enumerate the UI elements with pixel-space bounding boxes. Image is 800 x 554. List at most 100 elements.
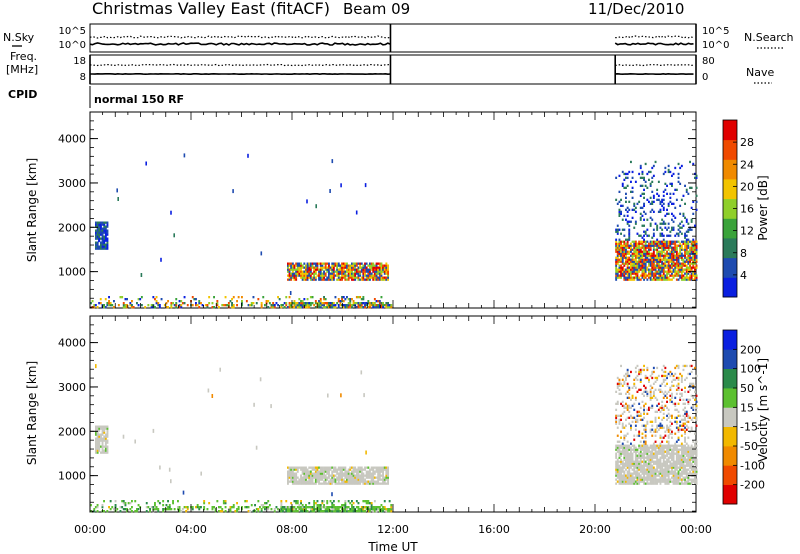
- heatmap-cell: [656, 464, 659, 467]
- heatmap-cell: [628, 244, 631, 247]
- heatmap-cell: [387, 268, 389, 271]
- heatmap-cell: [641, 276, 644, 279]
- heatmap-cell: [296, 302, 299, 305]
- y-tick-label: 1000: [58, 266, 86, 279]
- heatmap-cell: [674, 408, 677, 411]
- heatmap-cell: [618, 190, 621, 193]
- heatmap-cell: [106, 429, 109, 432]
- heatmap-cell: [657, 388, 660, 391]
- heatmap-cell: [679, 246, 682, 249]
- heatmap-cell: [630, 478, 632, 481]
- heatmap-cell: [639, 258, 642, 261]
- heatmap-cell: [360, 468, 363, 471]
- heatmap-cell: [152, 296, 155, 299]
- heatmap-cell: [661, 476, 664, 479]
- heatmap-cell: [354, 262, 357, 265]
- heatmap-cell: [267, 500, 270, 503]
- heatmap-cell: [318, 478, 320, 481]
- heatmap-cell: [615, 460, 618, 463]
- heatmap-cell: [334, 264, 337, 267]
- heatmap-cell: [661, 474, 664, 477]
- noise-tick-right-bottom: 10^0: [702, 40, 729, 51]
- heatmap-cell: [626, 214, 629, 217]
- heatmap-cell: [666, 444, 668, 447]
- heatmap-cell: [354, 302, 357, 305]
- heatmap-cell: [664, 394, 667, 397]
- heatmap-cell: [680, 240, 683, 243]
- heatmap-cell: [690, 256, 693, 259]
- heatmap-cell: [661, 436, 664, 439]
- heatmap-cell: [651, 272, 654, 275]
- heatmap-cell: [638, 264, 641, 267]
- heatmap-cell: [680, 462, 683, 465]
- heatmap-cell: [669, 448, 672, 451]
- heatmap-cell: [662, 248, 665, 251]
- heatmap-cell: [633, 244, 636, 247]
- heatmap-cell: [621, 262, 624, 265]
- heatmap-cell: [633, 248, 636, 251]
- panel-frame: [89, 111, 697, 309]
- heatmap-cell: [675, 448, 678, 451]
- heatmap-cell: [630, 244, 632, 247]
- heatmap-cell: [231, 304, 233, 307]
- heatmap-cell: [100, 433, 102, 436]
- heatmap-cell: [314, 264, 317, 267]
- heatmap-cell: [321, 470, 324, 473]
- heatmap-cell: [96, 433, 99, 436]
- heatmap-cell: [326, 262, 329, 265]
- heatmap-cell: [677, 402, 680, 405]
- heatmap-cell: [652, 174, 655, 177]
- heatmap-cell: [303, 302, 306, 305]
- heatmap-cell: [211, 302, 214, 305]
- heatmap-cell: [633, 480, 636, 483]
- heatmap-cell: [672, 270, 675, 273]
- heatmap-cell: [170, 508, 173, 511]
- heatmap-cell: [615, 250, 618, 253]
- heatmap-cell: [321, 482, 324, 485]
- heatmap-cell: [321, 302, 324, 305]
- heatmap-cell: [680, 480, 683, 483]
- heatmap-cell: [659, 384, 662, 387]
- heatmap-cell: [198, 506, 201, 509]
- heatmap-cell: [643, 462, 645, 465]
- heatmap-cell: [232, 304, 235, 307]
- heatmap-cell: [303, 506, 306, 509]
- heatmap-cell: [359, 270, 362, 273]
- heatmap-cell: [684, 244, 686, 247]
- heatmap-cell: [675, 272, 678, 275]
- heatmap-cell: [329, 506, 332, 509]
- heatmap-cell: [288, 278, 291, 281]
- heatmap-cell: [620, 244, 622, 247]
- heatmap-cell: [618, 480, 621, 483]
- heatmap-cell: [684, 248, 686, 251]
- heatmap-cell: [378, 472, 381, 475]
- heatmap-cell: [679, 252, 682, 255]
- heatmap-cell: [631, 416, 634, 419]
- heatmap-cell: [628, 388, 631, 391]
- heatmap-cell: [329, 302, 332, 305]
- heatmap-cell: [308, 302, 311, 305]
- heatmap-cell: [385, 268, 388, 271]
- heatmap-cell: [657, 210, 660, 213]
- heatmap-cell: [191, 296, 194, 299]
- heatmap-cell: [679, 222, 682, 225]
- heatmap-cell: [618, 208, 621, 211]
- heatmap-cell: [694, 468, 696, 471]
- heatmap-cell: [692, 254, 695, 257]
- heatmap-cell: [669, 182, 672, 185]
- heatmap-cell: [100, 439, 102, 442]
- heatmap-cell: [337, 268, 340, 271]
- heatmap-cell: [661, 468, 664, 471]
- heatmap-cell: [657, 416, 660, 419]
- colorbar-swatch: [723, 330, 737, 350]
- heatmap-cell: [370, 266, 373, 269]
- heatmap-cell: [349, 268, 352, 271]
- heatmap-cell: [667, 276, 670, 279]
- heatmap-cell: [689, 254, 691, 257]
- heatmap-cell: [625, 278, 627, 281]
- heatmap-cell: [352, 262, 355, 265]
- heatmap-cell: [293, 510, 296, 513]
- heatmap-cell: [382, 266, 384, 269]
- heatmap-cell: [652, 444, 655, 447]
- heatmap-cell: [388, 510, 391, 513]
